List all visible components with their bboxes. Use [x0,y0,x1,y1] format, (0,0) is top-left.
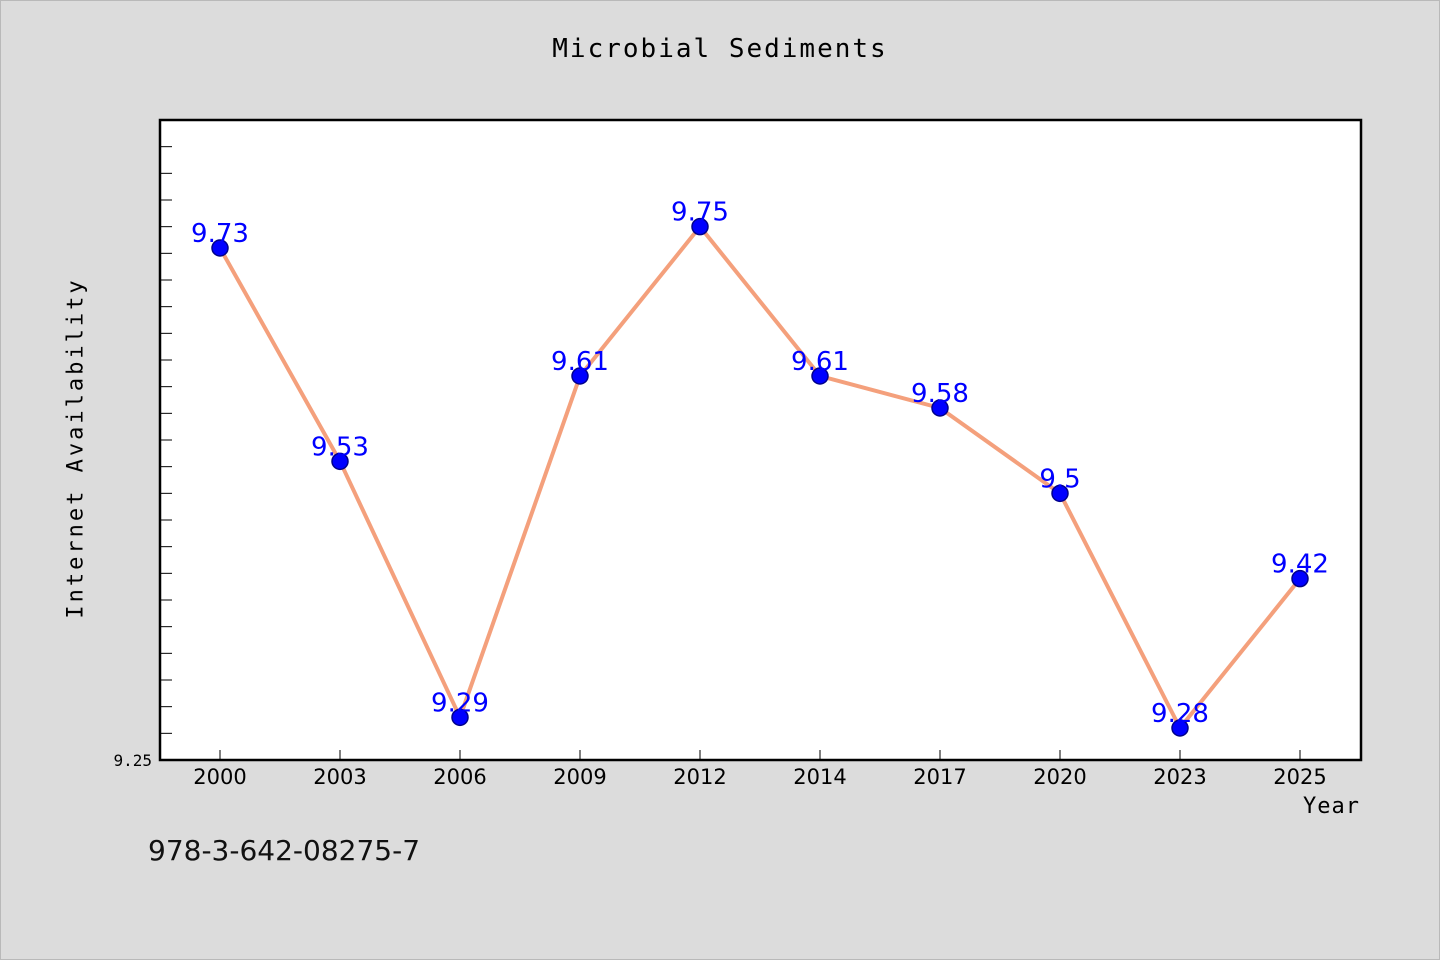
data-point [1291,569,1309,588]
data-label: 9.75 [671,198,729,228]
x-tick-label: 2025 [1273,765,1326,789]
plot-border [158,118,1363,762]
data-point [451,708,469,727]
x-tick-label: 2006 [433,765,486,789]
data-point [1051,484,1069,503]
y-tick-label: 9.25 [113,751,152,770]
x-tick-label: 2017 [913,765,966,789]
x-tick-label: 2000 [193,765,246,789]
x-tick-label: 2023 [1153,765,1206,789]
data-point [691,217,709,236]
data-point [1171,719,1189,737]
data-point [811,367,829,385]
data-label: 9.58 [911,379,969,409]
data-label: 9.29 [431,688,489,718]
x-tick-label: 2003 [313,765,366,789]
data-label: 9.73 [191,219,249,249]
x-tick-label: 2012 [673,765,726,789]
data-label: 9.61 [791,347,849,377]
data-label: 9.53 [311,432,369,462]
data-point [211,239,229,257]
chart-title: Microbial Sediments [552,34,888,64]
x-tick-label: 2009 [553,765,606,789]
data-label: 9.5 [1039,464,1080,494]
data-point [931,399,949,417]
data-label: 9.61 [551,347,609,377]
data-label: 9.28 [1151,699,1209,729]
data-point [571,367,589,385]
data-point [331,452,349,471]
x-tick-label: 2020 [1033,765,1086,789]
x-axis-label: Year [1303,794,1360,819]
isbn-label: 978-3-642-08275-7 [148,834,421,867]
series-line [218,224,1302,730]
x-tick-label: 2014 [793,765,846,789]
data-label: 9.42 [1271,550,1329,580]
plot-area [160,120,1361,760]
